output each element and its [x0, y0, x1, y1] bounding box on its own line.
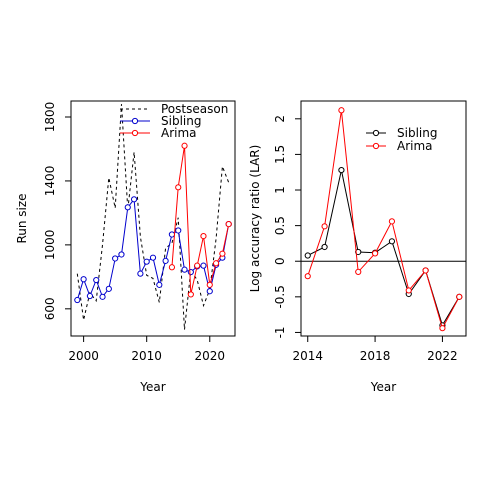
data-point — [219, 250, 226, 257]
series-arima — [304, 107, 463, 332]
data-point — [338, 107, 345, 114]
series-line — [307, 110, 460, 330]
data-point — [156, 281, 163, 288]
series-arima — [168, 142, 232, 298]
chart-panel-2: 2014 2018 2022 -1 -0.5 0 0.5 1 1.5 2 Year Log accur… — [248, 100, 467, 394]
chart-panel-1: 2000 2010 2020 600 1000 1400 1800 Year Run size P… — [15, 100, 236, 394]
data-point — [168, 264, 176, 271]
data-point — [175, 184, 182, 191]
data-point — [187, 268, 194, 276]
data-point — [80, 276, 87, 283]
legend-label: Arima — [161, 126, 197, 140]
data-point — [212, 260, 220, 267]
data-point — [388, 218, 396, 225]
y-tick-label: 1000 — [43, 230, 57, 261]
data-point — [187, 291, 194, 298]
y-tick-label: 0 — [273, 257, 287, 265]
y-tick-label: 1400 — [43, 166, 57, 197]
series-line — [76, 104, 230, 330]
y-tick-label: 1.5 — [273, 145, 287, 164]
data-point — [112, 255, 119, 262]
plot-frame — [70, 100, 236, 337]
x-axis-label: Year — [139, 380, 165, 394]
legend-marker — [372, 129, 380, 137]
series-postseason — [76, 104, 230, 330]
data-point — [321, 223, 328, 230]
data-point — [99, 293, 106, 300]
y-tick-label: 600 — [43, 297, 57, 320]
data-point — [143, 258, 150, 265]
y-tick-label: 1800 — [43, 102, 57, 133]
data-point — [225, 220, 232, 228]
x-tick-label: 2014 — [292, 349, 323, 363]
data-point — [124, 204, 131, 211]
data-point — [93, 276, 100, 284]
data-point — [105, 285, 112, 292]
legend-marker — [131, 129, 139, 137]
y-tick-label: -1 — [273, 326, 287, 338]
data-point — [304, 252, 311, 259]
data-point — [456, 293, 463, 300]
x-tick-label: 2010 — [131, 349, 162, 363]
y-tick-label: -0.5 — [273, 285, 287, 308]
data-point — [149, 254, 157, 261]
y-tick-label: 2 — [273, 115, 287, 123]
series-line — [307, 169, 460, 327]
y-axis-label: Run size — [15, 193, 29, 243]
legend-label: Sibling — [397, 126, 437, 140]
data-point — [321, 243, 328, 251]
data-point — [371, 250, 379, 257]
legend-marker — [131, 117, 139, 125]
y-tick-label: 1 — [273, 186, 287, 194]
data-point — [206, 288, 213, 295]
data-point — [86, 292, 94, 300]
data-point — [338, 166, 345, 174]
data-point — [118, 251, 125, 258]
data-point — [439, 325, 446, 332]
data-point — [175, 227, 182, 234]
plot-frame — [300, 100, 467, 337]
data-point — [181, 266, 188, 273]
data-point — [162, 257, 169, 264]
legend-label: Arima — [397, 139, 433, 153]
data-point — [206, 281, 213, 288]
data-point — [168, 231, 176, 238]
x-tick-label: 2018 — [360, 349, 391, 363]
x-tick-label: 2020 — [194, 349, 225, 363]
x-axis-label: Year — [370, 380, 396, 394]
series-line — [76, 197, 230, 301]
series-line — [171, 145, 230, 295]
x-tick-label: 2022 — [427, 349, 458, 363]
data-point — [405, 287, 412, 294]
data-point — [200, 262, 207, 269]
x-tick-label: 2000 — [68, 349, 99, 363]
data-point — [181, 142, 188, 149]
series-sibling — [304, 166, 463, 329]
legend-marker — [372, 142, 380, 150]
y-tick-label: 0.5 — [273, 216, 287, 235]
legend-label: Postseason — [161, 102, 228, 116]
data-point — [74, 296, 81, 304]
data-point — [388, 238, 396, 245]
data-point — [422, 267, 429, 274]
data-point — [137, 270, 144, 277]
legend-label: Sibling — [161, 114, 201, 128]
data-point — [194, 262, 201, 269]
data-point — [304, 273, 311, 280]
y-axis-label: Log accuracy ratio (LAR) — [248, 145, 262, 293]
data-point — [200, 232, 207, 240]
data-point — [355, 268, 362, 276]
data-point — [130, 196, 138, 203]
